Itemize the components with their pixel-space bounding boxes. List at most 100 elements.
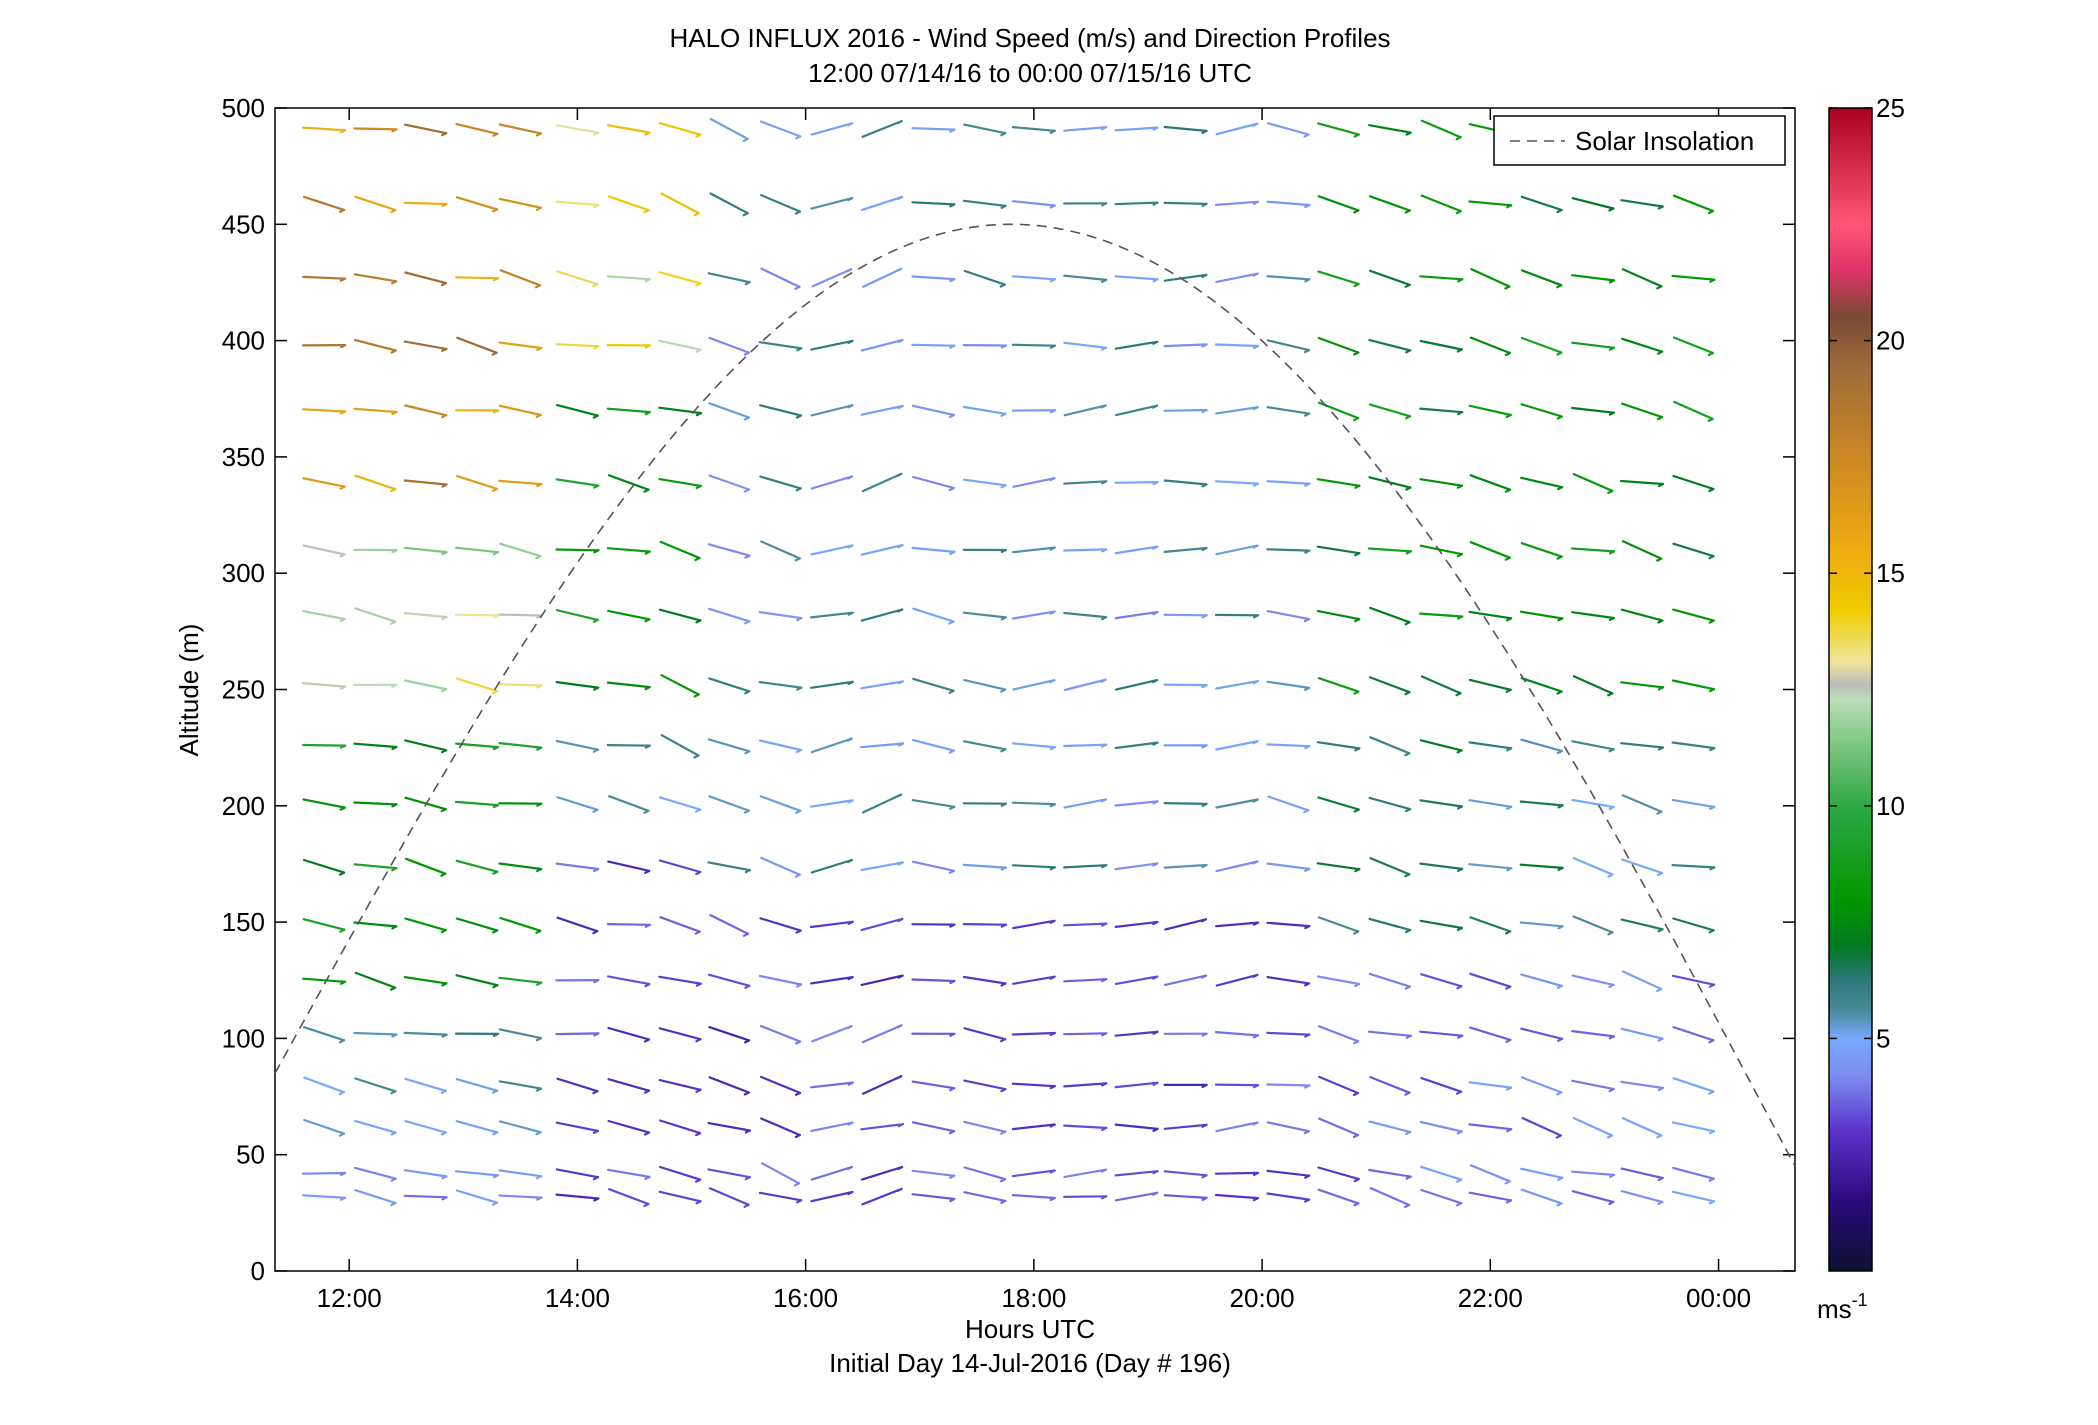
wind-barb-tip: [1304, 745, 1311, 750]
wind-barb: [1571, 274, 1616, 282]
wind-barb: [1163, 1194, 1208, 1200]
wind-barb-tip: [1657, 205, 1664, 210]
wind-barb: [1163, 343, 1208, 348]
wind-barb-tip: [1100, 1168, 1108, 1173]
wind-barb-tip: [592, 1176, 600, 1181]
wind-barb-tip: [1000, 132, 1007, 137]
wind-barb: [1215, 406, 1259, 415]
legend: Solar Insolation: [1493, 115, 1786, 166]
wind-barb: [758, 974, 803, 986]
wind-barb-tip: [695, 1038, 702, 1043]
wind-barb: [1266, 548, 1311, 552]
wind-barb-tip: [1000, 412, 1007, 417]
wind-barb-tip: [1708, 1130, 1716, 1135]
wind-barb: [1063, 864, 1108, 869]
wind-barb-tip: [440, 282, 448, 287]
wind-barb: [912, 677, 955, 692]
wind-barb-tip: [491, 487, 499, 492]
y-tick-label: 450: [222, 209, 265, 239]
wind-barb-tip: [643, 809, 650, 814]
wind-barb-tip: [1608, 411, 1616, 416]
wind-barb-tip: [1456, 749, 1463, 754]
wind-barb: [1419, 799, 1464, 808]
wind-barb-tip: [492, 614, 500, 619]
wind-barb-tip: [742, 212, 749, 217]
wind-barb: [1671, 741, 1716, 750]
wind-barb-tip: [1049, 746, 1056, 751]
wind-barb-tip: [592, 1090, 599, 1095]
wind-barb: [911, 1080, 956, 1090]
wind-barb-tip: [1404, 621, 1411, 626]
wind-barb: [1571, 611, 1615, 620]
wind-barb: [1520, 677, 1563, 693]
wind-barb: [1368, 124, 1412, 134]
wind-barb: [911, 201, 956, 206]
wind-barb-tip: [1353, 930, 1360, 935]
wind-barb-tip: [744, 1176, 751, 1181]
wind-barb: [1369, 736, 1411, 755]
chart-title: HALO INFLUX 2016 - Wind Speed (m/s) and …: [669, 23, 1390, 53]
wind-barb: [498, 1194, 543, 1199]
wind-barb-tip: [1201, 802, 1208, 808]
wind-barb-tip: [1252, 1034, 1260, 1039]
wind-barb-tip: [1152, 481, 1159, 486]
wind-barb-tip: [1201, 1123, 1208, 1128]
wind-barb: [1214, 1083, 1260, 1087]
wind-barb-tip: [1656, 810, 1663, 815]
wind-barb: [911, 738, 955, 752]
wind-barb-tip: [1101, 864, 1108, 869]
wind-barb: [708, 336, 750, 354]
wind-barb-tip: [1708, 1200, 1716, 1205]
wind-barb-tip: [338, 1091, 345, 1096]
wind-barb-tip: [1456, 553, 1463, 558]
wind-barb-tip: [1556, 1091, 1563, 1096]
wind-barb-tip: [1556, 690, 1563, 695]
wind-barb: [354, 1189, 397, 1205]
solar-insolation-line: [274, 223, 1796, 1167]
wind-barb-tip: [391, 548, 398, 554]
wind-barb: [1114, 1030, 1159, 1037]
legend-box: [1493, 115, 1786, 166]
wind-barb-tip: [1455, 136, 1462, 141]
wind-barb: [1266, 200, 1311, 207]
wind-barb-tip: [1152, 340, 1159, 345]
wind-barb: [1570, 547, 1616, 553]
axis-ticks: [275, 107, 1795, 1272]
wind-barb-tip: [492, 1174, 499, 1179]
wind-barb-tip: [1100, 678, 1107, 683]
colorbar-tick-label: 25: [1876, 93, 1905, 123]
wind-barb-tip: [643, 1038, 651, 1043]
wind-barb: [1318, 1075, 1360, 1095]
wind-barb-tip: [845, 268, 853, 273]
wind-barb: [1519, 863, 1564, 870]
wind-barb-tip: [1049, 866, 1056, 871]
wind-barb-tip: [1353, 1202, 1360, 1207]
wind-barb: [1215, 272, 1259, 283]
wind-barb: [1114, 610, 1159, 620]
wind-barb-tip: [949, 923, 956, 928]
wind-barb-tip: [1557, 617, 1564, 622]
wind-barb-tip: [897, 608, 904, 613]
wind-barb: [1672, 542, 1715, 558]
wind-barb: [809, 920, 854, 929]
wind-barb-tip: [1201, 273, 1208, 278]
wind-barb-tip: [1556, 415, 1563, 420]
wind-barb: [353, 407, 398, 414]
wind-barb-tip: [1354, 747, 1361, 752]
wind-barb: [1266, 1192, 1311, 1201]
wind-barb-tip: [795, 487, 802, 492]
wind-barb-tip: [897, 742, 905, 747]
wind-barb-tip: [1608, 346, 1616, 351]
wind-barb-tip: [694, 1178, 702, 1183]
wind-barb: [707, 1121, 751, 1132]
wind-barb-tip: [1505, 1038, 1512, 1044]
wind-barb-tip: [1100, 798, 1107, 803]
wind-barb: [1571, 974, 1615, 987]
wind-barb-tip: [1709, 805, 1716, 811]
y-tick-label: 200: [222, 791, 265, 821]
wind-barb: [1520, 195, 1563, 212]
wind-barb-tip: [1505, 1199, 1513, 1204]
wind-barb: [658, 1165, 702, 1181]
wind-barb: [556, 270, 599, 286]
wind-barb-tip: [1657, 1200, 1664, 1206]
